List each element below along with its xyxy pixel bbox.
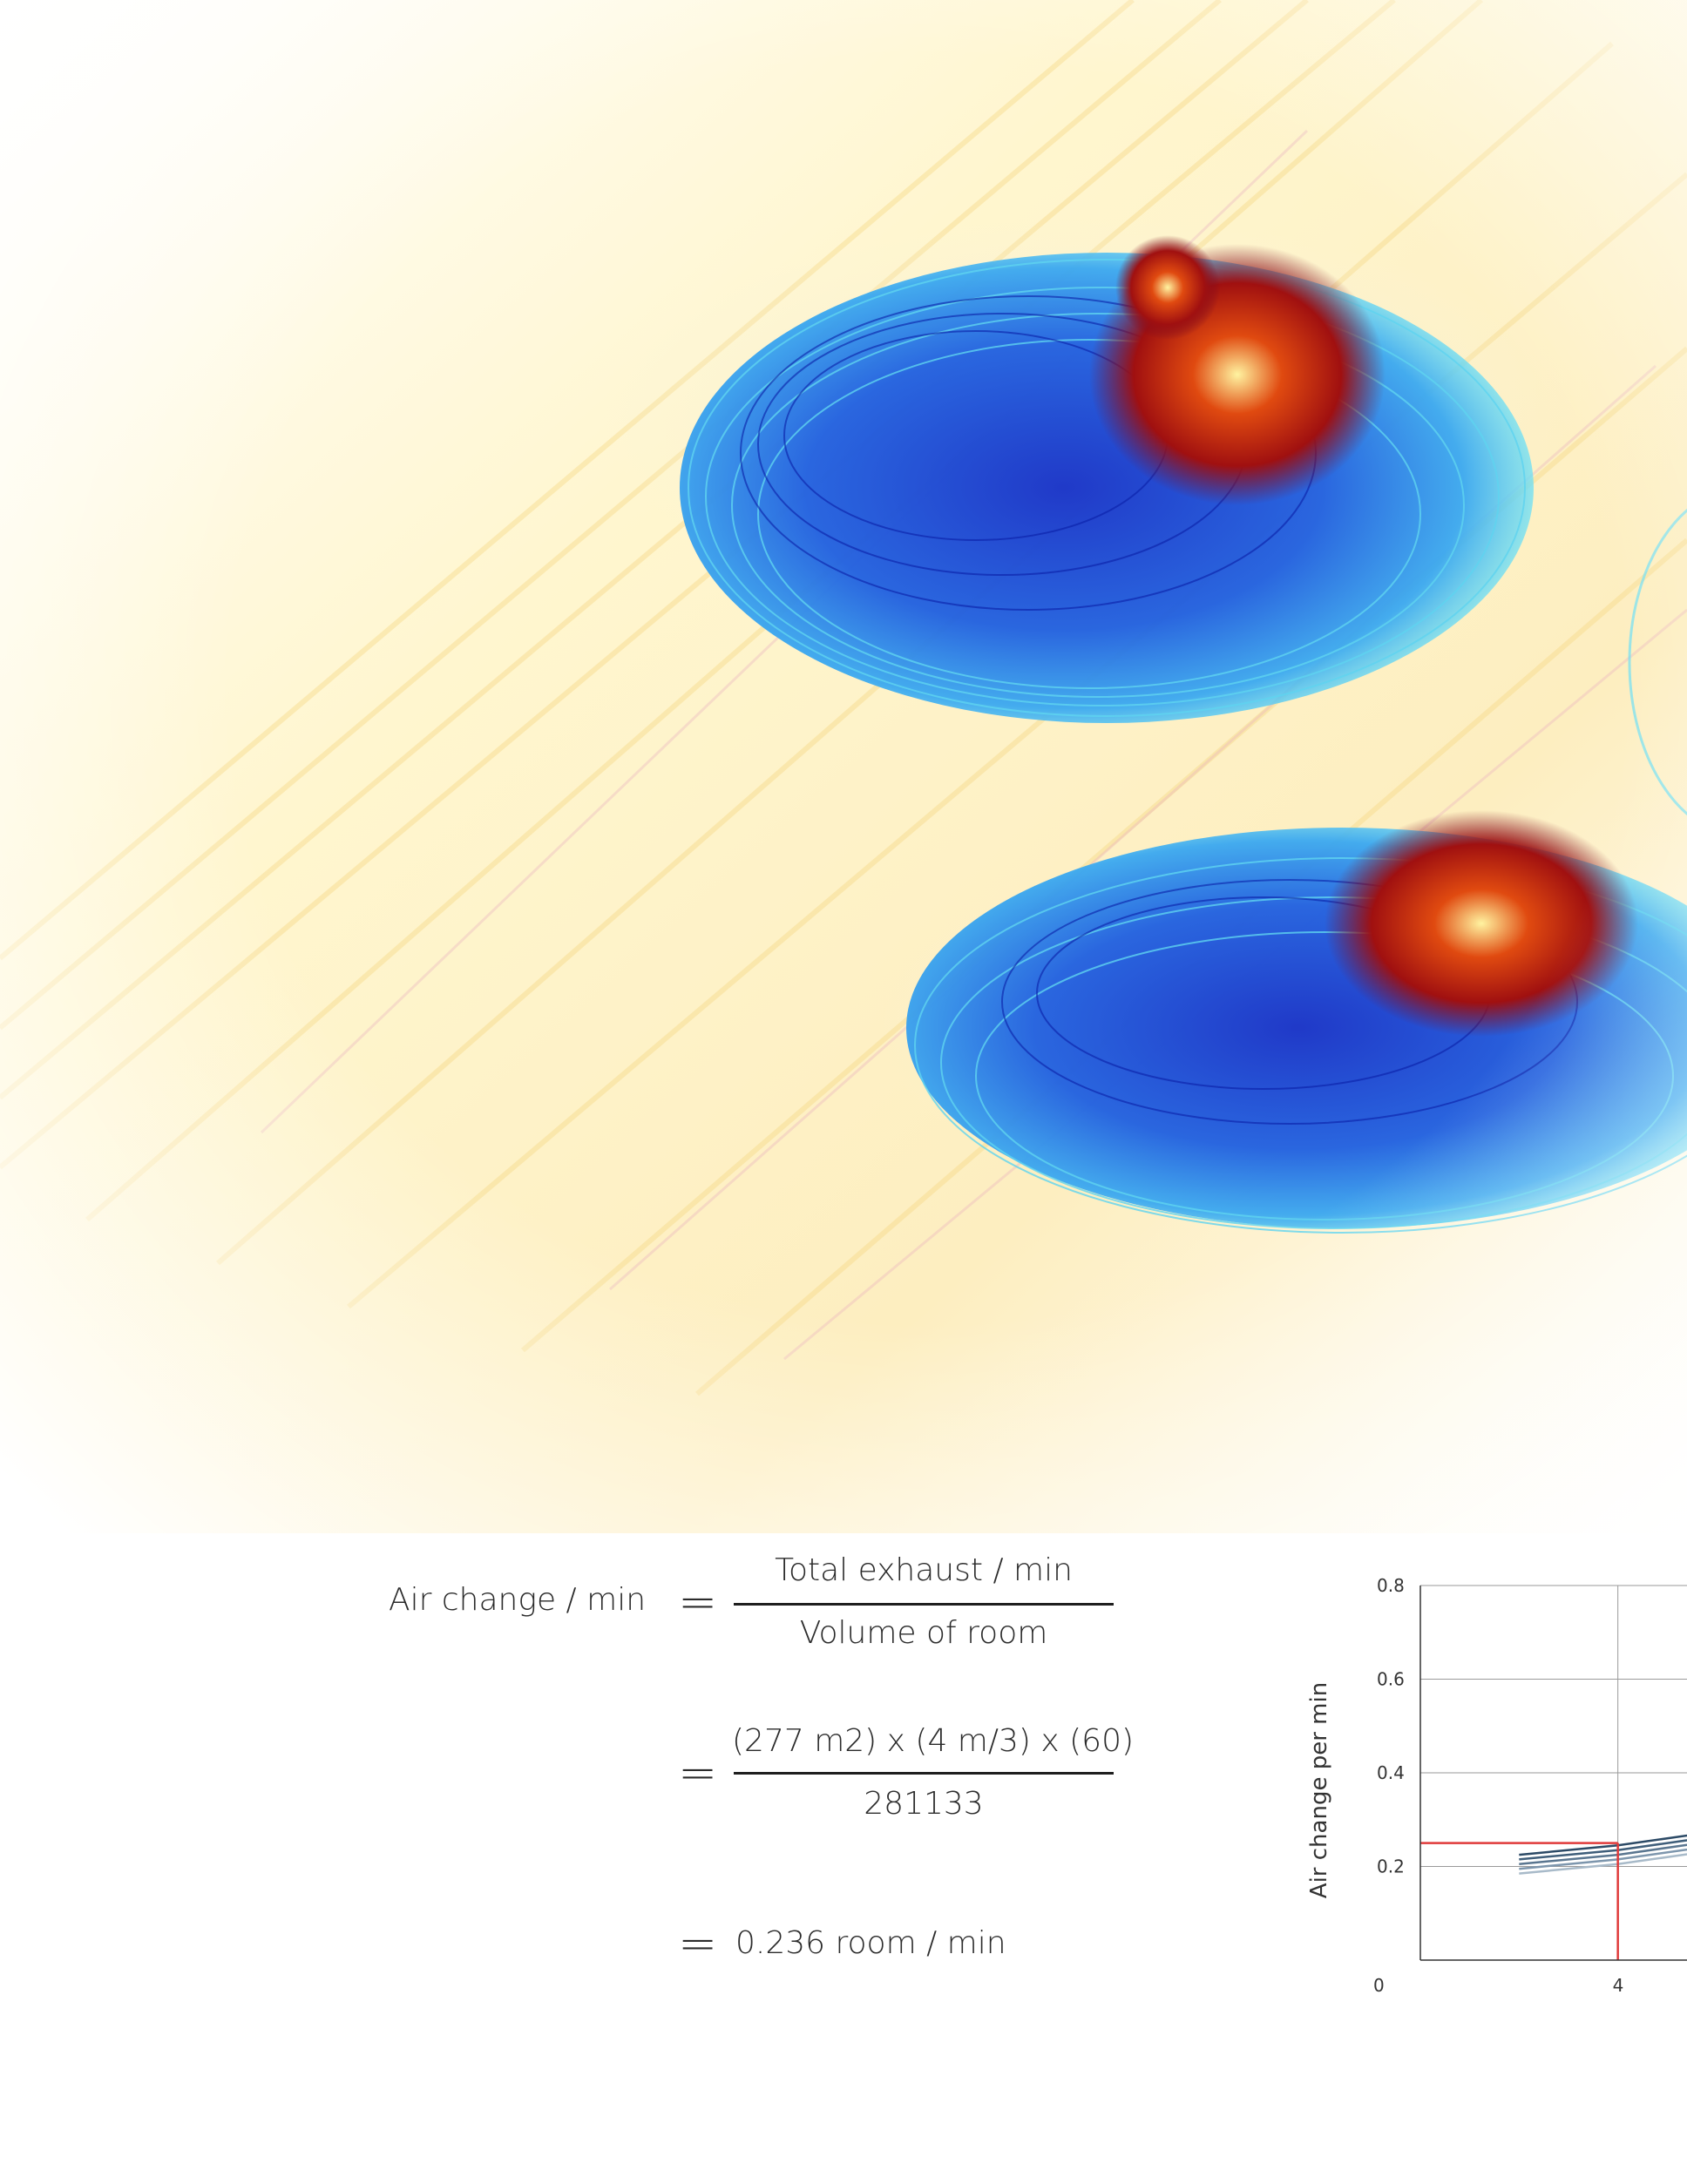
formula-denominator-2: 281133 bbox=[864, 1786, 984, 1822]
equals-sign-3: = bbox=[678, 1916, 718, 1971]
fraction-bar-2 bbox=[734, 1772, 1114, 1775]
formula-numerator-2: (277 m2) x (4 m/3) x (60) bbox=[732, 1723, 1135, 1759]
series-line bbox=[1519, 1843, 1687, 1866]
formula-result: 0.236 room / min bbox=[735, 1925, 1006, 1961]
chart-series bbox=[1519, 1834, 1687, 1875]
y-tick-label: 0.4 bbox=[1377, 1762, 1405, 1783]
series-line bbox=[1519, 1834, 1687, 1856]
fraction-bar-1 bbox=[734, 1603, 1114, 1606]
series-line bbox=[1519, 1839, 1687, 1861]
equals-sign-1: = bbox=[678, 1574, 718, 1629]
origin-label: 0 bbox=[1373, 1975, 1385, 1996]
chart-highlight bbox=[1420, 1842, 1619, 1960]
formula-denominator-1: Volume of room bbox=[799, 1615, 1048, 1651]
series-line bbox=[1519, 1848, 1687, 1870]
x-tick-label: 4 bbox=[1613, 1975, 1624, 1996]
y-tick-label: 0.6 bbox=[1377, 1669, 1405, 1690]
y-tick-label: 0.2 bbox=[1377, 1856, 1405, 1877]
formula-numerator-1: Total exhaust / min bbox=[775, 1552, 1073, 1588]
equals-sign-2: = bbox=[678, 1745, 718, 1800]
y-axis-label: Air change per min bbox=[1306, 1682, 1332, 1898]
air-change-chart: 0.80.60.40.2480Air change per min bbox=[1306, 1575, 1687, 1996]
formula-lhs: Air change / min bbox=[389, 1582, 647, 1618]
series-line bbox=[1519, 1853, 1687, 1875]
chart-axes bbox=[1419, 1586, 1687, 1961]
chart-labels: 0.80.60.40.2480Air change per min bbox=[1306, 1575, 1624, 1996]
airflow-simulation-render bbox=[0, 0, 1687, 1533]
chart-grid bbox=[1420, 1585, 1687, 1960]
y-tick-label: 0.8 bbox=[1377, 1575, 1405, 1596]
